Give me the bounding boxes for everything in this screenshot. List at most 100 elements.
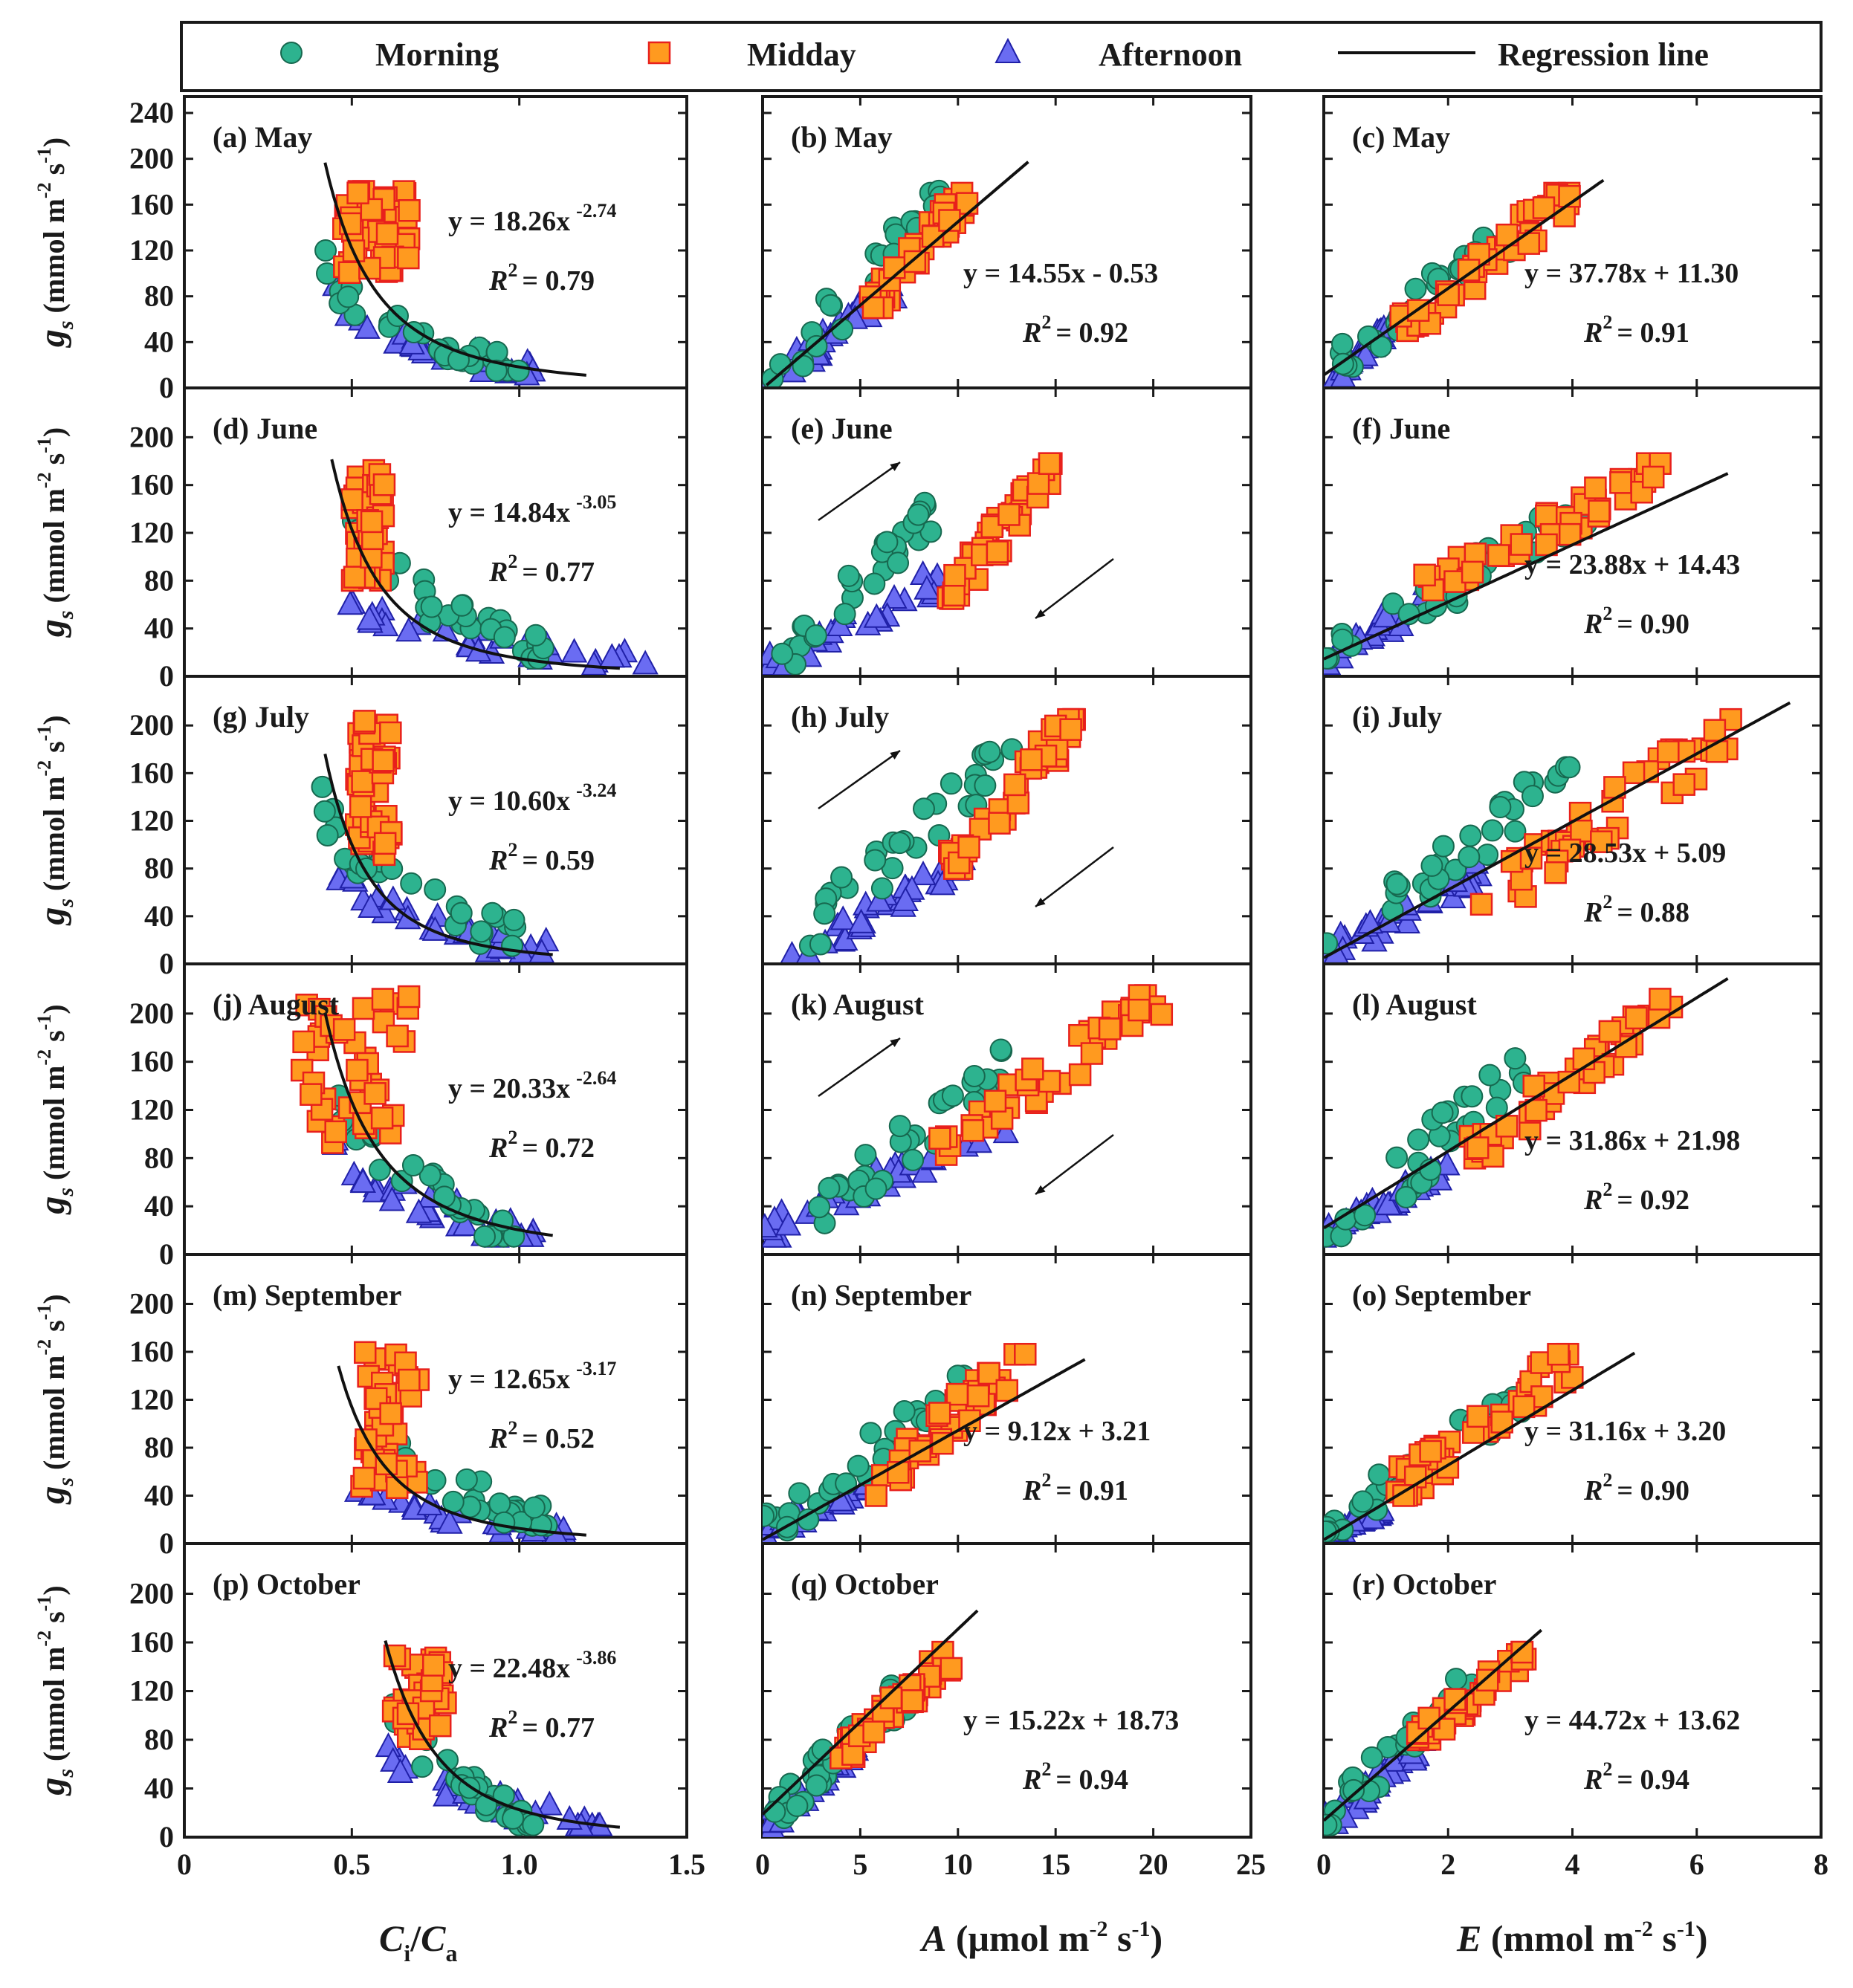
midday-point <box>1466 1405 1490 1428</box>
x-tick-label: 0 <box>1316 1848 1331 1881</box>
midday-point <box>1598 1020 1622 1043</box>
y-tick-label: 120 <box>129 1383 174 1416</box>
x-tick-label: 2 <box>1440 1848 1455 1881</box>
morning-point <box>1404 277 1427 300</box>
trend-arrow <box>1035 1134 1114 1195</box>
legend-morning-label: Morning <box>375 36 499 73</box>
y-axis-label: gs (mmol m-2 s-1) <box>33 715 78 925</box>
morning-point <box>808 1196 831 1219</box>
midday-point <box>397 985 421 1008</box>
morning-point <box>1521 785 1544 808</box>
regression-equation: y = 10.60x -3.24 <box>448 780 616 817</box>
morning-point <box>1476 844 1499 867</box>
morning-point <box>1458 846 1481 869</box>
morning-point <box>418 1164 442 1187</box>
r-squared: R2 = 0.94 <box>1583 1758 1689 1796</box>
r-squared: R2 = 0.92 <box>1583 1179 1689 1216</box>
midday-point <box>988 812 1011 835</box>
regression-line <box>763 1358 1086 1541</box>
morning-point <box>424 878 447 901</box>
midday-point <box>1657 740 1680 763</box>
y-tick-label: 160 <box>129 1335 174 1368</box>
regression-equation: y = 22.48x -3.86 <box>448 1647 616 1684</box>
afternoon-point <box>337 590 363 615</box>
y-tick-label: 200 <box>129 1287 174 1321</box>
afternoon-point <box>847 908 875 933</box>
morning-point <box>1324 1813 1338 1836</box>
morning-point <box>501 934 524 957</box>
midday-point <box>1584 476 1607 499</box>
r-squared: R2 = 0.79 <box>488 259 595 297</box>
panel-points <box>763 179 979 388</box>
panel-p: 0 40 80 120 160 200 0 0.5 1.0 1.5 (p) October y = 2… <box>129 1542 705 1881</box>
morning-point <box>893 1400 916 1423</box>
morning-point <box>1461 1085 1484 1108</box>
midday-point <box>352 997 375 1020</box>
afternoon-point <box>911 1158 938 1183</box>
regression-line <box>1324 977 1729 1230</box>
midday-point <box>372 749 395 772</box>
morning-point <box>390 1170 413 1193</box>
y-tick-label: 120 <box>129 1674 174 1708</box>
midday-point <box>370 1107 394 1130</box>
panel-title: (c) May <box>1352 120 1450 154</box>
midday-point <box>966 1384 990 1408</box>
midday-point <box>372 473 396 496</box>
panel-title: (o) September <box>1352 1278 1531 1312</box>
midday-point <box>1417 1706 1440 1730</box>
afternoon-point <box>560 638 588 663</box>
trend-arrow <box>818 749 901 810</box>
morning-point <box>455 1468 478 1491</box>
regression-line <box>763 1609 979 1816</box>
y-tick-label: 40 <box>144 1189 174 1223</box>
r-squared: R2 = 0.77 <box>488 1706 595 1743</box>
midday-point <box>1003 773 1026 797</box>
regression-line <box>384 1640 621 1829</box>
midday-point <box>903 250 927 273</box>
morning-point <box>1420 854 1443 877</box>
regression-equation: y = 12.65x -3.17 <box>448 1358 616 1395</box>
midday-point <box>928 1127 951 1150</box>
afternoon-point <box>375 1732 402 1758</box>
morning-point <box>1394 1185 1417 1208</box>
afternoon-point <box>528 938 555 963</box>
midday-point <box>351 770 374 793</box>
panel-points <box>763 1640 963 1837</box>
morning-point <box>1382 592 1405 615</box>
morning-point <box>316 823 339 846</box>
y-tick-label: 200 <box>129 1577 174 1610</box>
panel-m: 0 40 80 120 160 200 (m) September y = 12.65x -3.… <box>129 1253 688 1560</box>
panel-title: (l) August <box>1352 988 1477 1021</box>
morning-point <box>314 239 337 262</box>
regression-equation: y = 31.16x + 3.20 <box>1524 1416 1726 1447</box>
afternoon-point <box>436 1509 463 1534</box>
regression-line <box>323 753 553 956</box>
panel-title: (a) May <box>213 120 312 154</box>
r-squared: R2 = 0.59 <box>488 839 595 876</box>
morning-point <box>337 285 360 308</box>
regression-line <box>1324 701 1791 959</box>
afternoon-point <box>929 870 956 896</box>
morning-point <box>411 1755 434 1778</box>
panel-points <box>1324 1342 1584 1544</box>
morning-point <box>1489 796 1512 819</box>
morning-point <box>1478 1063 1501 1087</box>
regression-line <box>323 1012 553 1237</box>
afternoon-point <box>452 1211 479 1236</box>
midday-point <box>1588 499 1611 522</box>
midday-point <box>386 1024 409 1048</box>
regression-equation: y = 28.53x + 5.09 <box>1524 838 1726 869</box>
midday-point <box>1068 1023 1091 1047</box>
r-squared: R2 = 0.94 <box>1022 1758 1128 1796</box>
legend-afternoon-marker <box>995 37 1021 63</box>
y-axis-label: gs (mmol m-2 s-1) <box>33 1004 78 1214</box>
morning-point <box>1360 1746 1383 1769</box>
y-tick-label: 80 <box>144 1723 174 1756</box>
trend-arrow <box>1035 846 1114 907</box>
midday-point <box>352 1112 375 1136</box>
midday-point <box>355 1428 378 1451</box>
y-tick-label: 80 <box>144 563 174 597</box>
midday-point <box>957 835 980 859</box>
morning-point <box>436 1749 459 1772</box>
afternoon-point <box>992 1118 1019 1144</box>
